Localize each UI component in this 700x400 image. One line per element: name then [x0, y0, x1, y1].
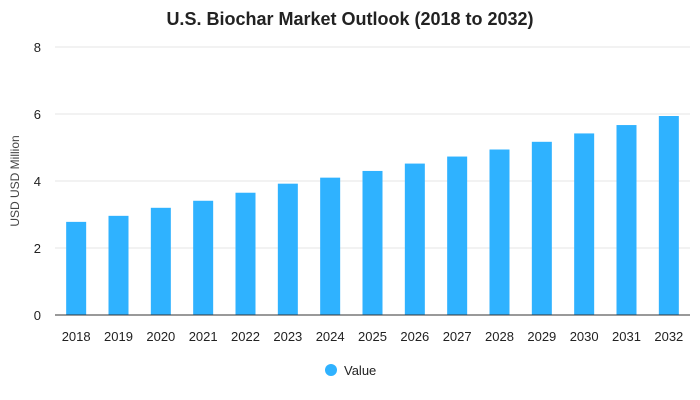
x-tick-label: 2026 — [400, 329, 429, 344]
bar-2032[interactable] — [658, 116, 679, 315]
x-tick-label: 2030 — [570, 329, 599, 344]
x-tick-label: 2031 — [612, 329, 641, 344]
bar-2031[interactable] — [616, 125, 637, 316]
y-tick-label: 0 — [34, 308, 41, 323]
x-tick-label: 2024 — [316, 329, 345, 344]
y-tick-label: 6 — [34, 107, 41, 122]
y-tick-label: 4 — [34, 174, 41, 189]
legend: Value — [325, 363, 376, 378]
legend-label-value: Value — [344, 363, 376, 378]
x-tick-label: 2025 — [358, 329, 387, 344]
bar-2028[interactable] — [489, 149, 510, 315]
x-tick-label: 2020 — [146, 329, 175, 344]
x-tick-label: 2028 — [485, 329, 514, 344]
x-tick-label: 2029 — [527, 329, 556, 344]
bar-2019[interactable] — [108, 215, 129, 315]
bar-2022[interactable] — [235, 192, 256, 315]
bar-2030[interactable] — [574, 133, 595, 315]
bar-2021[interactable] — [193, 200, 214, 315]
legend-marker-value — [325, 364, 337, 376]
y-axis: 0 2 4 6 8 — [34, 40, 41, 323]
x-tick-label: 2023 — [273, 329, 302, 344]
bar-2020[interactable] — [150, 207, 171, 315]
bars — [66, 116, 679, 316]
y-tick-label: 8 — [34, 40, 41, 55]
x-tick-label: 2018 — [62, 329, 91, 344]
bar-2027[interactable] — [447, 156, 468, 315]
bar-2023[interactable] — [277, 183, 298, 315]
x-tick-label: 2019 — [104, 329, 133, 344]
x-tick-label: 2027 — [443, 329, 472, 344]
chart-title: U.S. Biochar Market Outlook (2018 to 203… — [166, 9, 533, 29]
bar-2018[interactable] — [66, 221, 87, 315]
y-tick-label: 2 — [34, 241, 41, 256]
bar-2025[interactable] — [362, 170, 383, 315]
bar-2026[interactable] — [404, 163, 425, 315]
y-axis-title: USD USD Million — [8, 135, 22, 226]
bar-2024[interactable] — [320, 177, 341, 315]
x-axis: 2018 2019 2020 2021 2022 2023 2024 2025 2026 2027… — [55, 314, 690, 344]
x-tick-label: 2021 — [189, 329, 218, 344]
bar-2029[interactable] — [531, 141, 552, 315]
x-tick-label: 2032 — [654, 329, 683, 344]
x-tick-label: 2022 — [231, 329, 260, 344]
